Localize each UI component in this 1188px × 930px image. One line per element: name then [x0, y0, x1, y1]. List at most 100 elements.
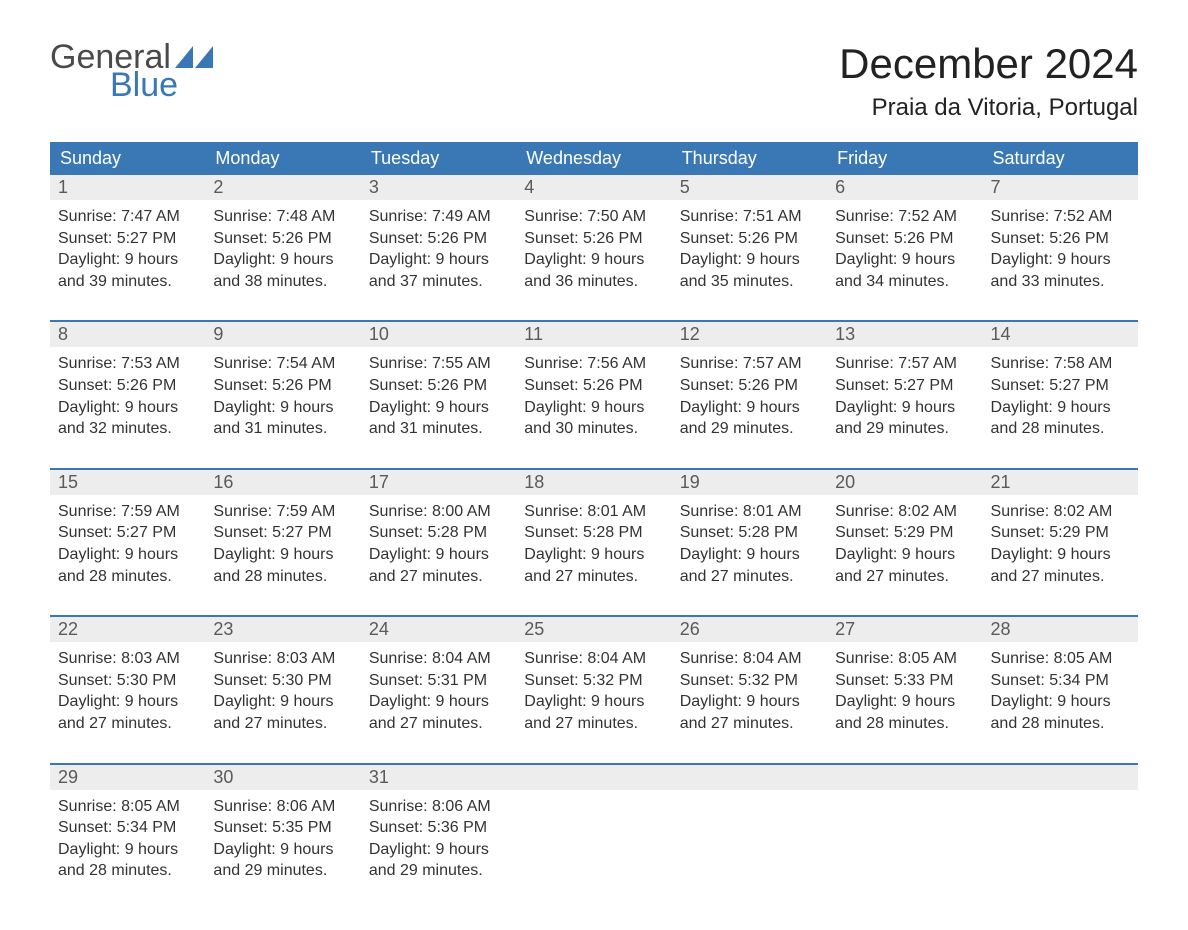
sunrise-line: Sunrise: 7:54 AM: [213, 353, 352, 375]
daylight-line-2: and 39 minutes.: [58, 271, 197, 293]
day-data-cell: [827, 790, 982, 890]
daynum-cell: 29: [50, 765, 205, 790]
daynum-cell: 2: [205, 175, 360, 200]
sunset-line: Sunset: 5:26 PM: [58, 375, 197, 397]
sunrise-line: Sunrise: 8:06 AM: [369, 796, 508, 818]
daylight-line-1: Daylight: 9 hours: [524, 397, 663, 419]
daylight-line-2: and 29 minutes.: [369, 860, 508, 882]
day-data-row: Sunrise: 7:53 AMSunset: 5:26 PMDaylight:…: [50, 347, 1138, 447]
daylight-line-2: and 38 minutes.: [213, 271, 352, 293]
daylight-line-1: Daylight: 9 hours: [58, 397, 197, 419]
daynum-cell: 25: [516, 617, 671, 642]
logo-text-blue: Blue: [110, 68, 213, 102]
weekday-header-row: SundayMondayTuesdayWednesdayThursdayFrid…: [50, 142, 1138, 175]
day-data-cell: Sunrise: 8:05 AMSunset: 5:33 PMDaylight:…: [827, 642, 982, 742]
title-block: December 2024 Praia da Vitoria, Portugal: [839, 40, 1138, 122]
sunset-line: Sunset: 5:26 PM: [991, 228, 1130, 250]
sunrise-line: Sunrise: 7:59 AM: [58, 501, 197, 523]
sunrise-line: Sunrise: 7:51 AM: [680, 206, 819, 228]
daynum-cell: 28: [983, 617, 1138, 642]
daynum-cell: 8: [50, 322, 205, 347]
sunset-line: Sunset: 5:26 PM: [213, 228, 352, 250]
weekday-header-cell: Thursday: [672, 142, 827, 175]
sunrise-line: Sunrise: 7:55 AM: [369, 353, 508, 375]
day-data-cell: [516, 790, 671, 890]
sunset-line: Sunset: 5:29 PM: [991, 522, 1130, 544]
daylight-line-1: Daylight: 9 hours: [58, 544, 197, 566]
sunset-line: Sunset: 5:26 PM: [369, 375, 508, 397]
sunrise-line: Sunrise: 7:48 AM: [213, 206, 352, 228]
daylight-line-2: and 35 minutes.: [680, 271, 819, 293]
sunrise-line: Sunrise: 8:03 AM: [213, 648, 352, 670]
daynum-row: 22232425262728: [50, 617, 1138, 642]
day-data-cell: Sunrise: 7:53 AMSunset: 5:26 PMDaylight:…: [50, 347, 205, 447]
daylight-line-2: and 37 minutes.: [369, 271, 508, 293]
daylight-line-1: Daylight: 9 hours: [835, 249, 974, 271]
daynum-cell: 3: [361, 175, 516, 200]
daylight-line-2: and 27 minutes.: [680, 713, 819, 735]
daynum-cell: [983, 765, 1138, 790]
week-block: 293031Sunrise: 8:05 AMSunset: 5:34 PMDay…: [50, 765, 1138, 890]
daynum-cell: 26: [672, 617, 827, 642]
logo: General Blue: [50, 40, 213, 102]
daylight-line-1: Daylight: 9 hours: [835, 544, 974, 566]
sunset-line: Sunset: 5:26 PM: [369, 228, 508, 250]
day-data-cell: Sunrise: 7:58 AMSunset: 5:27 PMDaylight:…: [983, 347, 1138, 447]
daynum-row: 15161718192021: [50, 470, 1138, 495]
sunset-line: Sunset: 5:36 PM: [369, 817, 508, 839]
header: General Blue December 2024 Praia da Vito…: [50, 40, 1138, 122]
day-data-cell: Sunrise: 7:50 AMSunset: 5:26 PMDaylight:…: [516, 200, 671, 300]
day-data-cell: Sunrise: 7:59 AMSunset: 5:27 PMDaylight:…: [50, 495, 205, 595]
day-data-cell: Sunrise: 8:02 AMSunset: 5:29 PMDaylight:…: [827, 495, 982, 595]
daylight-line-1: Daylight: 9 hours: [369, 249, 508, 271]
daylight-line-2: and 33 minutes.: [991, 271, 1130, 293]
daylight-line-1: Daylight: 9 hours: [524, 544, 663, 566]
weekday-header-cell: Friday: [827, 142, 982, 175]
daylight-line-1: Daylight: 9 hours: [58, 249, 197, 271]
sunrise-line: Sunrise: 7:56 AM: [524, 353, 663, 375]
daylight-line-1: Daylight: 9 hours: [213, 397, 352, 419]
daynum-cell: 9: [205, 322, 360, 347]
sunrise-line: Sunrise: 8:05 AM: [991, 648, 1130, 670]
daylight-line-2: and 28 minutes.: [991, 713, 1130, 735]
daylight-line-1: Daylight: 9 hours: [991, 397, 1130, 419]
sunset-line: Sunset: 5:26 PM: [835, 228, 974, 250]
daylight-line-1: Daylight: 9 hours: [524, 691, 663, 713]
day-data-cell: Sunrise: 7:47 AMSunset: 5:27 PMDaylight:…: [50, 200, 205, 300]
day-data-row: Sunrise: 7:47 AMSunset: 5:27 PMDaylight:…: [50, 200, 1138, 300]
daylight-line-1: Daylight: 9 hours: [991, 249, 1130, 271]
daylight-line-1: Daylight: 9 hours: [835, 397, 974, 419]
daylight-line-1: Daylight: 9 hours: [680, 691, 819, 713]
daynum-cell: 18: [516, 470, 671, 495]
weekday-header-cell: Tuesday: [361, 142, 516, 175]
daynum-cell: [827, 765, 982, 790]
day-data-row: Sunrise: 8:03 AMSunset: 5:30 PMDaylight:…: [50, 642, 1138, 742]
sunrise-line: Sunrise: 7:53 AM: [58, 353, 197, 375]
daynum-cell: 7: [983, 175, 1138, 200]
sunset-line: Sunset: 5:28 PM: [524, 522, 663, 544]
daylight-line-2: and 28 minutes.: [991, 418, 1130, 440]
sunrise-line: Sunrise: 8:05 AM: [58, 796, 197, 818]
daylight-line-1: Daylight: 9 hours: [58, 839, 197, 861]
daylight-line-1: Daylight: 9 hours: [524, 249, 663, 271]
daynum-cell: 10: [361, 322, 516, 347]
day-data-cell: Sunrise: 7:59 AMSunset: 5:27 PMDaylight:…: [205, 495, 360, 595]
weekday-header-cell: Monday: [205, 142, 360, 175]
day-data-row: Sunrise: 8:05 AMSunset: 5:34 PMDaylight:…: [50, 790, 1138, 890]
daylight-line-1: Daylight: 9 hours: [213, 249, 352, 271]
sunset-line: Sunset: 5:34 PM: [58, 817, 197, 839]
sunset-line: Sunset: 5:28 PM: [680, 522, 819, 544]
day-data-cell: [983, 790, 1138, 890]
daylight-line-2: and 27 minutes.: [524, 713, 663, 735]
daynum-row: 1234567: [50, 175, 1138, 200]
sunrise-line: Sunrise: 7:52 AM: [835, 206, 974, 228]
daynum-cell: 5: [672, 175, 827, 200]
sunrise-line: Sunrise: 7:47 AM: [58, 206, 197, 228]
sunrise-line: Sunrise: 8:05 AM: [835, 648, 974, 670]
sunrise-line: Sunrise: 8:04 AM: [369, 648, 508, 670]
day-data-cell: Sunrise: 8:03 AMSunset: 5:30 PMDaylight:…: [50, 642, 205, 742]
day-data-cell: Sunrise: 7:52 AMSunset: 5:26 PMDaylight:…: [827, 200, 982, 300]
daynum-cell: 13: [827, 322, 982, 347]
sunset-line: Sunset: 5:31 PM: [369, 670, 508, 692]
daylight-line-2: and 28 minutes.: [58, 860, 197, 882]
